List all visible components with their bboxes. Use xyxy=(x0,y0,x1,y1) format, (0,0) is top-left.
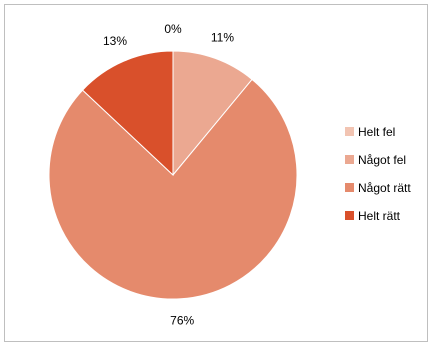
legend-swatch-n-got-fel xyxy=(345,155,354,164)
legend-label-helt-fel: Helt fel xyxy=(358,125,395,139)
legend-swatch-n-got-r-tt xyxy=(345,183,354,192)
legend: Helt fel Något fel Något rätt Helt rätt xyxy=(345,125,411,223)
data-label-helt-fel: 0% xyxy=(164,22,182,36)
pie-value-labels: 0% 11% 76% 13% xyxy=(103,22,234,328)
pie-slice-n-got-r-tt xyxy=(48,78,298,300)
pie-slices xyxy=(48,50,298,300)
pie-slice-n-got-fel xyxy=(172,50,253,177)
pie-slice-helt-r-tt xyxy=(81,50,174,177)
legend-item-helt-r-tt: Helt rätt xyxy=(345,209,401,223)
legend-item-n-got-fel: Något fel xyxy=(345,153,406,167)
legend-swatch-helt-r-tt xyxy=(345,211,354,220)
chart-frame: 0% 11% 76% 13% Helt fel Något fel Något rätt H… xyxy=(4,4,428,342)
legend-label-helt-r-tt: Helt rätt xyxy=(358,209,401,223)
data-label-helt-r-tt: 13% xyxy=(103,34,127,48)
legend-item-helt-fel: Helt fel xyxy=(345,125,395,139)
legend-item-n-got-r-tt: Något rätt xyxy=(345,181,411,195)
legend-label-n-got-r-tt: Något rätt xyxy=(358,181,411,195)
data-label-n-got-r-tt: 76% xyxy=(170,314,194,328)
data-label-n-got-fel: 11% xyxy=(211,31,234,45)
legend-label-n-got-fel: Något fel xyxy=(358,153,406,167)
legend-swatch-helt-fel xyxy=(345,127,354,136)
